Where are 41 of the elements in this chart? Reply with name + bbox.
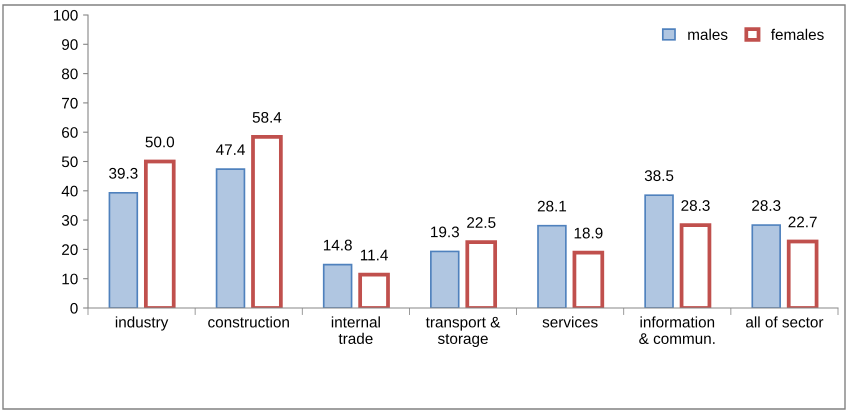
x-tick-label: industry [116,316,168,331]
y-tick-label: 30 [62,214,78,226]
bar [644,194,674,308]
x-tick-label: transport & storage [426,316,500,348]
data-label: 28.3 [752,200,780,211]
data-label: 19.3 [431,226,459,238]
x-tick-label: information & commun. [639,316,715,344]
bar [322,264,352,308]
y-tick-label: 10 [62,274,78,284]
legend-label: males [688,28,728,40]
data-label: 38.5 [644,170,674,182]
bar [216,168,246,308]
data-label: 22.5 [467,217,496,228]
x-tick-label: all of sector [746,316,824,328]
bar [751,224,781,308]
data-label: 50.0 [146,136,174,148]
data-label: 22.7 [788,216,817,228]
data-label: 14.8 [324,240,352,251]
y-tick-label: 60 [62,127,78,138]
y-tick-label: 20 [62,244,78,256]
y-tick-label: 100 [54,10,78,21]
y-tick-label: 70 [62,98,78,109]
bar [430,250,460,308]
y-tick-label: 50 [62,156,78,168]
x-tick-label: services [542,316,598,328]
bar [537,224,567,308]
data-label: 47.4 [216,144,245,155]
bar [108,192,138,308]
y-tick-label: 40 [62,186,78,196]
y-tick-label: 90 [62,39,78,50]
data-label: 39.3 [109,168,138,179]
data-label: 28.1 [538,200,566,212]
data-label: 18.9 [574,228,602,238]
x-tick-label: internal trade [332,316,380,344]
y-tick-label: 80 [62,68,78,80]
x-tick-label: construction [208,316,289,328]
y-tick-label: 0 [70,302,78,314]
data-label: 11.4 [360,250,388,260]
data-label: 28.3 [681,200,710,211]
data-label: 58.4 [252,112,282,123]
legend-label: females [770,28,824,40]
